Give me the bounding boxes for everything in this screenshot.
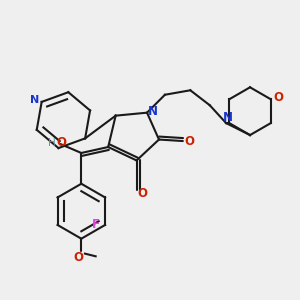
Text: N: N: [223, 111, 232, 124]
Text: O: O: [137, 188, 148, 200]
Text: O: O: [184, 134, 194, 148]
Text: H: H: [48, 137, 55, 148]
Text: O: O: [73, 251, 83, 264]
Text: F: F: [92, 218, 100, 231]
Text: O: O: [273, 91, 283, 104]
Text: N: N: [147, 105, 158, 118]
Text: O: O: [56, 136, 66, 149]
Text: N: N: [31, 95, 40, 105]
